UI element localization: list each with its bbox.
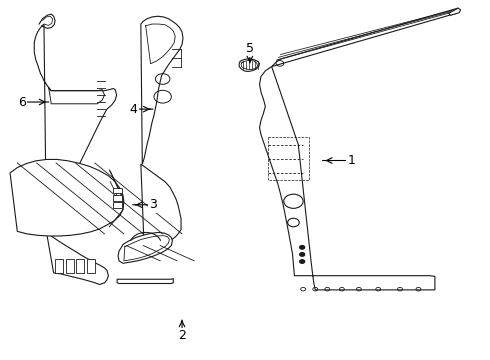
Bar bbox=[87, 259, 95, 273]
Text: 3: 3 bbox=[133, 198, 157, 211]
Bar bbox=[113, 195, 122, 201]
Polygon shape bbox=[260, 67, 435, 290]
Polygon shape bbox=[34, 24, 117, 232]
Text: 1: 1 bbox=[322, 154, 356, 167]
Circle shape bbox=[300, 253, 305, 256]
Polygon shape bbox=[118, 233, 172, 263]
Polygon shape bbox=[47, 232, 108, 284]
Polygon shape bbox=[117, 279, 173, 283]
Bar bbox=[113, 188, 122, 193]
Circle shape bbox=[300, 260, 305, 263]
Bar bbox=[55, 259, 63, 273]
Polygon shape bbox=[141, 164, 181, 250]
Bar bbox=[66, 259, 74, 273]
Text: 4: 4 bbox=[130, 103, 153, 116]
Polygon shape bbox=[141, 16, 183, 164]
Bar bbox=[76, 259, 84, 273]
Polygon shape bbox=[271, 8, 458, 67]
Bar bbox=[113, 202, 122, 208]
Polygon shape bbox=[239, 59, 260, 72]
Text: 5: 5 bbox=[246, 42, 254, 63]
Circle shape bbox=[300, 246, 305, 249]
Polygon shape bbox=[10, 159, 124, 236]
Text: 6: 6 bbox=[18, 95, 49, 108]
Polygon shape bbox=[448, 8, 461, 15]
Text: 2: 2 bbox=[178, 320, 186, 342]
